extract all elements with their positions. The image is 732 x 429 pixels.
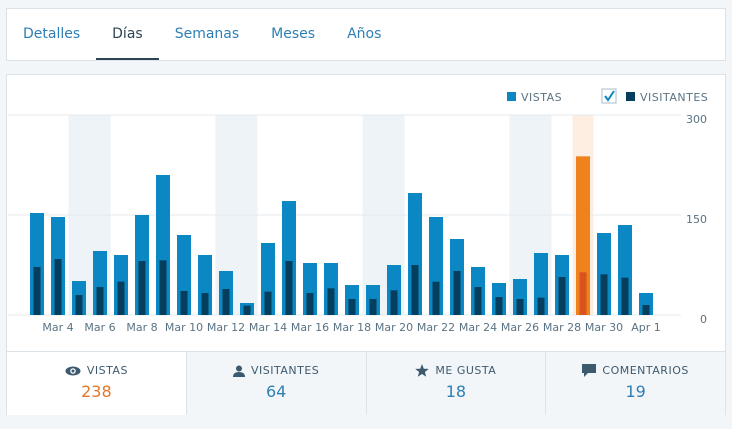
stat-value: 19: [625, 382, 646, 401]
x-tick-label: Mar 10: [165, 321, 203, 334]
tab-bar: Detalles Días Semanas Meses Años: [6, 8, 726, 61]
stat[interactable]: ME GUSTA 18: [365, 352, 546, 415]
bar: [600, 274, 608, 315]
x-tick-label: Mar 26: [501, 321, 539, 334]
x-tick-label: Mar 12: [207, 321, 245, 334]
x-tick-label: Mar 8: [126, 321, 157, 334]
eye-icon: [65, 366, 81, 375]
legend-swatch: [626, 92, 635, 101]
chart-card: 0 150 300 Mar 4 Mar 6 Mar 8 Mar 10 Mar 12 Mar 14…: [6, 74, 726, 415]
comment-icon: [582, 364, 597, 377]
stat-label: VISTAS: [86, 364, 128, 377]
star-icon: [415, 364, 430, 377]
x-tick-label: Apr 1: [631, 321, 661, 334]
person-icon: [232, 365, 245, 377]
y-tick-label: 0: [700, 313, 707, 326]
x-tick-label: Mar 6: [84, 321, 115, 334]
bar: [222, 289, 230, 315]
bar: [117, 281, 125, 315]
y-tick-label: 300: [686, 113, 707, 126]
x-tick-label: Mar 24: [459, 321, 497, 334]
stat[interactable]: VISTAS 238: [7, 352, 186, 415]
chart: 0 150 300 Mar 4 Mar 6 Mar 8 Mar 10 Mar 12 Mar 14…: [8, 88, 708, 334]
legend-label: VISITANTES: [640, 91, 708, 104]
bar: [75, 295, 83, 315]
bar: [537, 297, 545, 315]
bar: [474, 287, 482, 315]
bar: [243, 305, 251, 315]
bar: [390, 290, 398, 315]
tab[interactable]: Años: [347, 26, 382, 42]
bar: [264, 291, 272, 315]
bar: [432, 281, 440, 315]
stat-label: COMENTARIOS: [602, 364, 689, 377]
bar: [327, 288, 335, 315]
bar: [33, 267, 41, 315]
x-tick-label: Mar 4: [42, 321, 73, 334]
bar: [453, 271, 461, 315]
bar: [201, 293, 209, 315]
tab[interactable]: Meses: [271, 26, 316, 42]
bar: [369, 299, 377, 315]
stat-label: VISITANTES: [250, 364, 320, 377]
bar: [495, 297, 503, 315]
bar: [285, 261, 293, 315]
x-tick-label: Mar 30: [585, 321, 623, 334]
bar: [306, 293, 314, 315]
bar: [54, 259, 62, 315]
bar: [138, 261, 146, 315]
bar: [411, 265, 419, 315]
stat[interactable]: VISITANTES 64: [185, 352, 366, 415]
bar: [96, 287, 104, 315]
bar: [516, 299, 524, 315]
bar: [180, 291, 188, 315]
stat-value: 18: [445, 382, 467, 401]
stat[interactable]: COMENTARIOS 19: [545, 352, 725, 415]
legend-label: VISTAS: [521, 91, 562, 104]
checkmark: [604, 90, 615, 102]
tab[interactable]: Detalles: [23, 26, 81, 42]
y-tick-label: 150: [686, 213, 707, 226]
stat-label: ME GUSTA: [435, 364, 497, 377]
x-tick-label: Mar 18: [333, 321, 371, 334]
bar: [558, 277, 566, 315]
x-tick-label: Mar 16: [291, 321, 329, 334]
tab[interactable]: Semanas: [174, 26, 240, 42]
x-tick-label: Mar 28: [543, 321, 581, 334]
stats-row: VISTAS 238 VISITANTES 64 ME GUSTA 18 COMENT…: [7, 351, 725, 415]
x-tick-label: Mar 20: [375, 321, 413, 334]
stat-value: 64: [265, 382, 287, 401]
bar: [621, 277, 629, 315]
stat-value: 238: [81, 382, 112, 401]
x-tick-label: Mar 22: [417, 321, 455, 334]
tab[interactable]: Días: [96, 9, 159, 60]
bar: [348, 299, 356, 315]
legend-swatch: [507, 92, 516, 101]
bar: [642, 305, 650, 315]
bar: [579, 272, 587, 315]
bar: [159, 260, 167, 315]
x-tick-label: Mar 14: [249, 321, 287, 334]
